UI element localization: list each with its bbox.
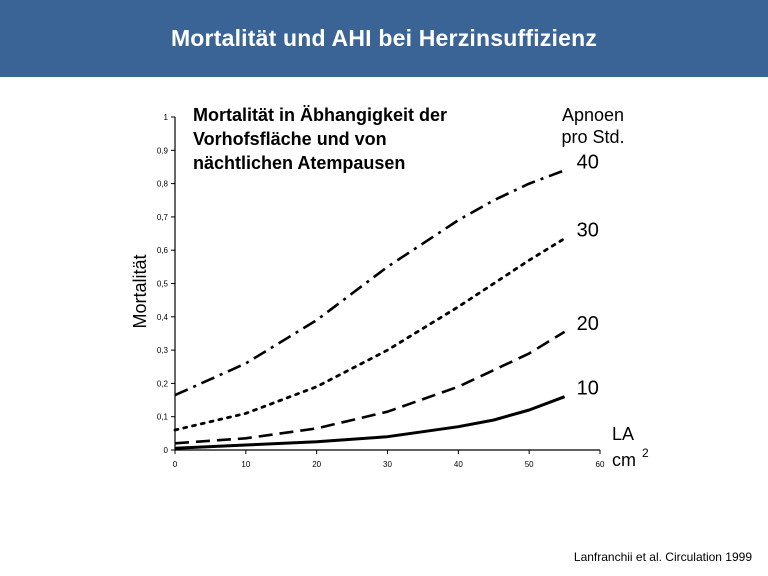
x-tick-label: 20: [312, 460, 321, 469]
y-axis-label: Mortalität: [130, 254, 150, 328]
y-tick-label: 0,4: [157, 313, 169, 322]
series-line-10: [174, 395, 566, 450]
y-tick-label: 0: [164, 446, 169, 455]
series-line-20: [174, 330, 566, 445]
series-line-30: [173, 237, 566, 432]
y-tick-label: 0,5: [157, 280, 169, 289]
x-axis-label-superscript: 2: [642, 446, 649, 460]
x-axis-label-line: cm: [612, 450, 636, 470]
y-tick-label: 0,7: [157, 213, 169, 222]
slide-title: Mortalität und AHI bei Herzinsuffizienz: [170, 25, 598, 51]
x-tick-label: 10: [241, 460, 250, 469]
legend-title-line: pro Std.: [561, 127, 624, 147]
y-tick-label: 0,6: [157, 246, 169, 255]
mortality-chart: 00,10,20,30,40,50,60,70,80,910 10 20 30 40 50…: [130, 105, 649, 470]
x-tick-label: 0: [173, 460, 178, 469]
chart-panel: 0 0,1 0,2 0,3 0,4 0,5 0,6 0,7 0,8 0,9 1 0 10 20 30 40 50…: [118, 96, 670, 480]
legend-title-line: Apnoen: [562, 105, 624, 125]
x-tick-label: 30: [383, 460, 392, 469]
y-tick-label: 0,8: [157, 180, 169, 189]
y-tick-label: 0,9: [157, 146, 169, 155]
chart-title-line: Mortalität in Äbhangigkeit der: [193, 105, 447, 125]
slide-header: Mortalität und AHI bei Herzinsuffizienz: [0, 0, 768, 77]
y-tick-label: 0,2: [157, 379, 169, 388]
chart-title-line: nächtlichen Atempausen: [193, 153, 405, 173]
series-label-30: 30: [577, 220, 599, 242]
x-tick-label: 50: [525, 460, 534, 469]
y-tick-label: 1: [164, 113, 169, 122]
series-label-40: 40: [577, 151, 599, 173]
series-label-20: 20: [577, 313, 599, 335]
series-label-10: 10: [577, 378, 599, 400]
citation: Lanfranchii et al. Circulation 1999: [573, 550, 752, 564]
y-tick-label: 0,3: [157, 346, 169, 355]
x-tick-label: 40: [454, 460, 463, 469]
x-tick-label: 60: [596, 460, 605, 469]
y-tick-label: 0,1: [157, 413, 169, 422]
chart-title-line: Vorhofsfläche und von: [193, 129, 387, 149]
x-axis-label-line: LA: [612, 424, 634, 444]
series-line-40: [174, 169, 566, 397]
